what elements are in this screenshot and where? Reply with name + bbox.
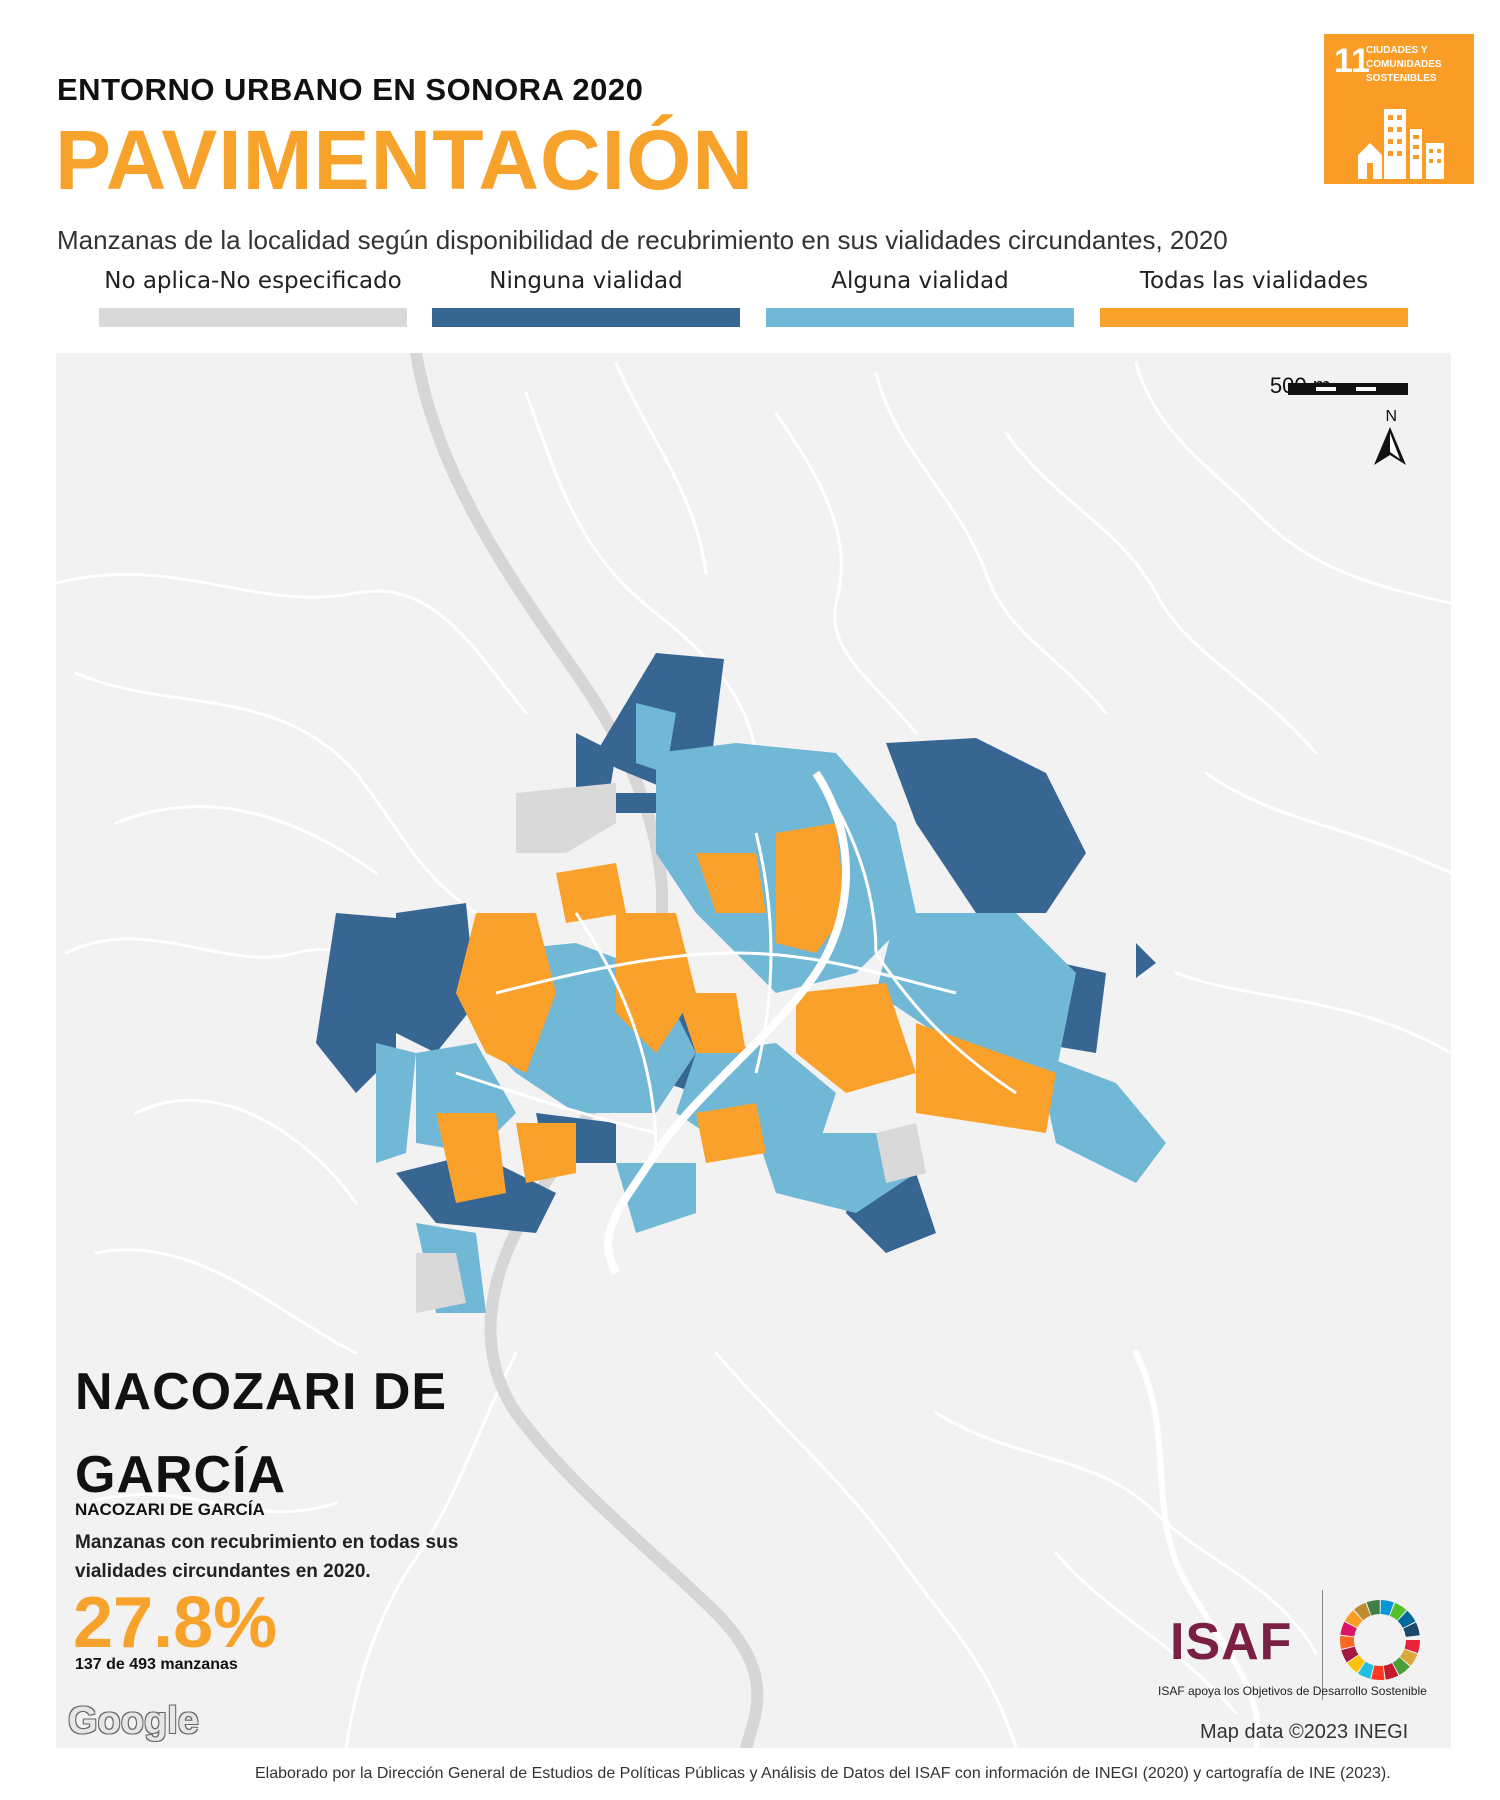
city-blocks: [316, 653, 1166, 1313]
legend-item-ninguna: Ninguna vialidad: [432, 268, 740, 327]
scale-bar: [1288, 383, 1408, 395]
legend-swatch: [432, 308, 740, 327]
legend-label: Todas las vialidades: [1139, 268, 1369, 294]
isaf-tagline: ISAF apoya los Objetivos de Desarrollo S…: [1158, 1684, 1427, 1698]
legend-swatch: [1100, 308, 1408, 327]
municipality-name: NACOZARI DE GARCÍA: [75, 1500, 265, 1519]
google-label: Google: [68, 1700, 199, 1742]
page-title: PAVIMENTACIÓN: [55, 113, 754, 207]
legend-item-todas: Todas las vialidades: [1100, 268, 1408, 327]
indicator-value: 27.8%: [73, 1583, 278, 1663]
indicator-description: Manzanas con recubrimiento en todas sus …: [75, 1532, 459, 1582]
indicator-count: 137 de 493 manzanas: [75, 1656, 238, 1673]
map-panel[interactable]: 500 m N Google Map data ©2023 INEGI: [56, 353, 1451, 1748]
north-label: N: [1385, 408, 1397, 425]
legend-item-no-aplica: No aplica-No especificado: [99, 268, 407, 327]
legend-label: Ninguna vialidad: [489, 268, 683, 294]
map-attribution: Map data ©2023 INEGI: [1200, 1721, 1409, 1743]
legend-label: No aplica-No especificado: [104, 268, 402, 294]
legend-swatch: [99, 308, 407, 327]
footer-credit: Elaborado por la Dirección General de Es…: [255, 1765, 1391, 1782]
north-arrow-icon: [1374, 427, 1406, 465]
isaf-logo: ISAF: [1170, 1613, 1293, 1671]
legend-label: Alguna vialidad: [831, 268, 1009, 294]
east-road: [1133, 1350, 1261, 1748]
google-logo: Google: [68, 1700, 199, 1743]
legend-item-alguna: Alguna vialidad: [766, 268, 1074, 327]
map-canvas[interactable]: [56, 353, 1451, 1748]
map-subtitle: Manzanas de la localidad según disponibi…: [57, 225, 1228, 255]
main-street: [604, 770, 850, 1275]
city-icon: [1358, 109, 1444, 179]
sdg-label: CIUDADES Y COMUNIDADES SOSTENIBLES: [1366, 45, 1442, 84]
sdg-11-badge: 11 CIUDADES Y COMUNIDADES SOSTENIBLES: [1324, 34, 1474, 184]
legend-swatch: [766, 308, 1074, 327]
logo-divider: [1322, 1590, 1323, 1700]
header-kicker: ENTORNO URBANO EN SONORA 2020: [57, 72, 644, 107]
urban-streets: [455, 772, 1017, 1154]
sdg-number: 11: [1334, 42, 1370, 80]
place-name-line1: NACOZARI DE: [75, 1363, 448, 1421]
place-name-line2: GARCÍA: [75, 1446, 287, 1504]
sdg-wheel-icon: [1340, 1600, 1420, 1680]
